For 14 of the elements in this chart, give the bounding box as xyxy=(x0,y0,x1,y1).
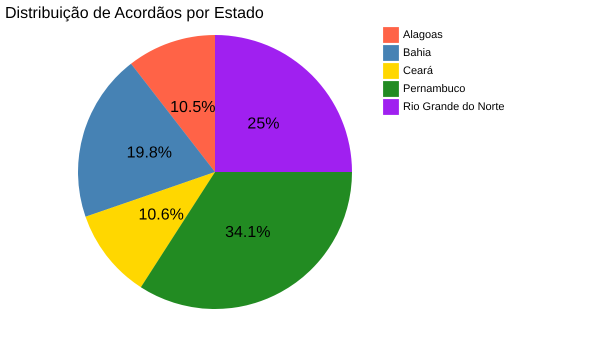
legend-label: Alagoas xyxy=(403,29,444,41)
legend-label: Rio Grande do Norte xyxy=(403,101,504,113)
data-label: 19.8% xyxy=(126,144,172,162)
chart-title: Distribuição de Acordãos por Estado xyxy=(5,5,264,22)
data-label: 10.6% xyxy=(138,206,184,224)
legend-label: Pernambuco xyxy=(403,83,466,95)
data-label: 10.5% xyxy=(170,99,216,116)
pie-slice xyxy=(86,172,215,288)
pie-slice xyxy=(140,172,352,309)
data-label: 25% xyxy=(247,116,280,133)
legend-label: Bahia xyxy=(403,47,432,59)
data-label: 34.1% xyxy=(225,224,270,242)
pie-slice xyxy=(215,35,352,172)
legend-label: Ceará xyxy=(403,65,434,77)
